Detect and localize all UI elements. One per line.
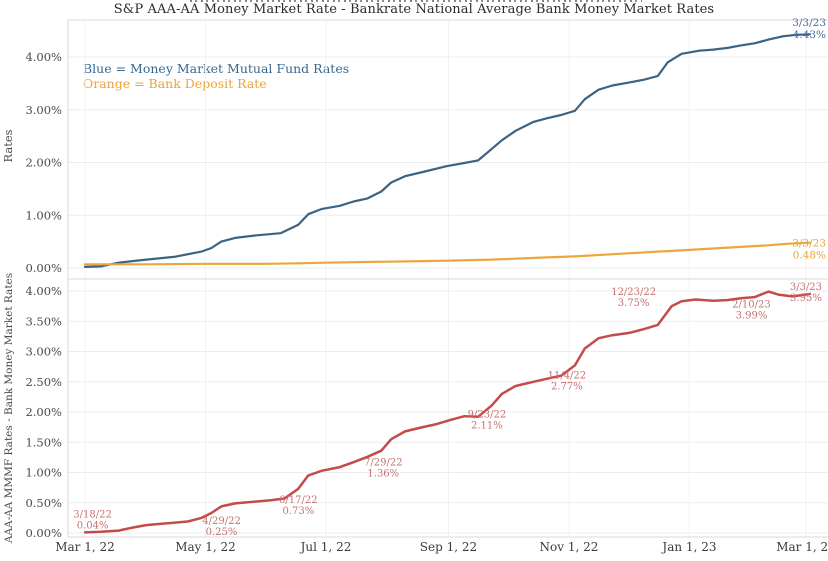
annotation-value: 1.36% — [367, 469, 399, 480]
y-tick-label: 2.00% — [25, 156, 62, 170]
annotation-date: 7/29/22 — [364, 458, 403, 469]
top-panel-grid — [68, 20, 828, 279]
chart-title: S&P AAA-AA Money Market Rate - Bankrate … — [113, 2, 715, 17]
x-tick-label: Jan 1, 23 — [660, 540, 716, 554]
annotation-value: 2.77% — [551, 381, 583, 392]
x-tick-label: Mar 1, 22 — [55, 540, 115, 554]
chart-legend: Blue = Money Market Mutual Fund Rates Or… — [83, 61, 349, 91]
x-tick-label: May 1, 22 — [175, 540, 236, 554]
annotation-value: 3.75% — [618, 298, 650, 309]
bank-deposit-rate-line — [83, 241, 812, 266]
annotation-value: 0.48% — [793, 250, 826, 262]
y-tick-label: 0.00% — [25, 526, 62, 540]
annotation-value: 3.99% — [736, 311, 768, 322]
clipped-text-strip — [190, 0, 642, 2]
y-tick-label: 2.00% — [25, 405, 62, 419]
annotation-date: 12/23/22 — [611, 287, 656, 298]
x-tick-label: Nov 1, 22 — [540, 540, 599, 554]
spread-annotation: 12/23/223.75% — [611, 287, 656, 309]
spread-annotation: 4/29/220.25% — [202, 516, 241, 538]
spread-annotation: 2/10/233.99% — [732, 300, 771, 322]
bottom-panel-grid — [68, 279, 828, 537]
mmmf-end-annotation: 3/3/234.43% — [792, 17, 826, 41]
annotation-value: 0.04% — [77, 521, 109, 532]
y-tick-label: 0.50% — [25, 496, 62, 510]
spread-annotation: 9/23/222.11% — [468, 409, 507, 431]
annotation-value: 4.43% — [793, 29, 826, 41]
y-tick-label: 1.00% — [25, 466, 62, 480]
annotation-value: 2.11% — [471, 420, 503, 431]
annotation-date: 11/4/22 — [548, 370, 587, 381]
y-tick-label: 3.00% — [25, 345, 62, 359]
annotation-value: 0.25% — [206, 527, 238, 538]
annotation-date: 3/3/23 — [792, 17, 826, 29]
y-tick-label: 0.00% — [25, 261, 62, 275]
bottom-y-axis-title: AAA-AA MMMF Rates - Bank Money Market Ra… — [3, 273, 15, 544]
annotation-date: 9/23/22 — [468, 409, 507, 420]
x-tick-label: Jul 1, 22 — [299, 540, 352, 554]
spread-annotation: 7/29/221.36% — [364, 458, 403, 480]
y-tick-label: 1.00% — [25, 208, 62, 222]
spread-annotation: 11/4/222.77% — [548, 370, 587, 392]
x-tick-label: Sep 1, 22 — [420, 540, 477, 554]
top-y-axis-title: Rates — [1, 129, 15, 162]
spread-annotation: 3/3/233.95% — [790, 282, 822, 304]
annotation-value: 3.95% — [790, 293, 822, 304]
annotation-date: 3/3/23 — [792, 238, 826, 250]
y-tick-label: 4.00% — [25, 284, 62, 298]
legend-bank-deposit-label: Orange = Bank Deposit Rate — [83, 76, 267, 91]
annotation-date: 6/17/22 — [279, 495, 318, 506]
y-tick-label: 4.00% — [25, 50, 62, 64]
spread-annotation: 6/17/220.73% — [279, 495, 318, 517]
y-tick-label: 2.50% — [25, 375, 62, 389]
annotation-date: 2/10/23 — [732, 300, 771, 311]
bank-end-annotation: 3/3/230.48% — [792, 238, 826, 262]
y-tick-label: 3.50% — [25, 314, 62, 328]
y-tick-label: 1.50% — [25, 435, 62, 449]
annotation-date: 3/18/22 — [73, 510, 112, 521]
legend-mmmf-label: Blue = Money Market Mutual Fund Rates — [83, 61, 350, 76]
spread-line — [83, 290, 812, 534]
spread-annotation: 3/18/220.04% — [73, 510, 112, 532]
mmmf-rate-line — [83, 33, 812, 268]
x-tick-label: Mar 1, 23 — [776, 540, 828, 554]
annotation-date: 3/3/23 — [790, 282, 822, 293]
annotation-value: 0.73% — [282, 506, 314, 517]
annotation-date: 4/29/22 — [202, 516, 241, 527]
y-tick-label: 3.00% — [25, 103, 62, 117]
